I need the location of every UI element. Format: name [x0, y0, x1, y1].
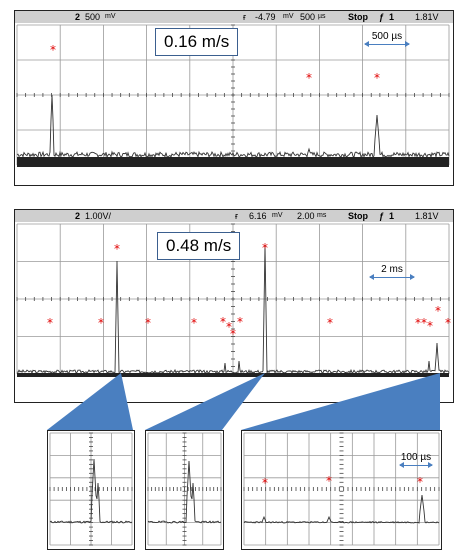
time-per-div: 500: [300, 12, 316, 22]
zoom-waveform-left: [49, 432, 133, 546]
event-marker: *: [427, 319, 433, 333]
event-marker: *: [262, 241, 268, 255]
time-scale-text: 100 µs: [400, 452, 432, 463]
waveform-trace: [147, 460, 222, 524]
time-unit: µs: [318, 13, 326, 20]
trace-baseline: [17, 157, 449, 167]
zoom-waveform-middle: [147, 432, 222, 546]
speed-label: 0.16 m/s: [155, 28, 239, 56]
event-marker: *: [230, 327, 236, 341]
event-marker: *: [145, 316, 151, 330]
event-marker: *: [220, 315, 226, 329]
time-unit: ms: [317, 212, 327, 219]
double-arrow-icon: [369, 274, 415, 280]
speed-label: 0.48 m/s: [157, 232, 241, 260]
zoom-waveform-right: [243, 432, 440, 546]
top-waveform-plot: [16, 24, 450, 167]
trace-baseline: [17, 373, 449, 377]
waveform-trace: [49, 458, 133, 524]
event-marker: *: [191, 316, 197, 330]
event-marker: *: [226, 320, 232, 334]
event-marker: *: [421, 316, 427, 330]
event-marker: *: [435, 304, 441, 318]
zoom-panel-left: [47, 430, 135, 550]
zoom-panel-middle: [145, 430, 224, 550]
waveform-trace: [16, 244, 450, 375]
trigger-unit: mV: [283, 13, 294, 20]
trigger-level: 6.16: [249, 211, 267, 221]
double-arrow-icon: [399, 462, 433, 468]
event-marker: *: [47, 316, 53, 330]
zoom-panel-right: 100 µs * * *: [241, 430, 442, 550]
time-scale-text: 2 ms: [381, 264, 403, 275]
event-marker: *: [262, 476, 268, 490]
time-scale-annotation: 100 µs: [399, 452, 433, 468]
time-scale-annotation: 2 ms: [369, 264, 415, 280]
event-marker: *: [417, 475, 423, 489]
trigger-f-icon: ғ: [235, 211, 239, 221]
trigger-source: 1: [389, 211, 395, 221]
trigger-f-icon: ғ: [243, 12, 247, 22]
event-marker: *: [374, 71, 380, 85]
top-oscilloscope-screen: 2 500 mV ғ -4.79 mV 500 µs Stop ƒ 1 1.81…: [14, 10, 454, 186]
event-marker: *: [415, 316, 421, 330]
event-marker: *: [237, 315, 243, 329]
event-marker: *: [306, 71, 312, 85]
channel-number: 2: [75, 211, 81, 221]
trigger-voltage: 1.81V: [415, 211, 439, 221]
volts-unit: mV: [105, 13, 116, 20]
event-marker: *: [326, 474, 332, 488]
event-marker: *: [50, 43, 56, 57]
bottom-scope-header: 2 1.00V/ ғ 6.16 mV 2.00 ms Stop ƒ 1 1.81…: [15, 210, 453, 222]
trigger-edge-icon: ƒ: [379, 211, 385, 221]
run-status: Stop: [348, 12, 368, 22]
top-scope-header: 2 500 mV ғ -4.79 mV 500 µs Stop ƒ 1 1.81…: [15, 11, 453, 23]
trigger-voltage: 1.81V: [415, 12, 439, 22]
event-marker: *: [445, 316, 451, 330]
time-scale-annotation: 500 µs: [364, 31, 410, 47]
time-per-div: 2.00: [297, 211, 315, 221]
event-marker: *: [114, 242, 120, 256]
trigger-edge-icon: ƒ: [379, 12, 385, 22]
trigger-unit: mV: [272, 212, 283, 219]
trigger-level: -4.79: [255, 12, 276, 22]
waveform-trace: [16, 94, 450, 159]
channel-number: 2: [75, 12, 81, 22]
run-status: Stop: [348, 211, 368, 221]
event-marker: *: [327, 316, 333, 330]
trigger-source: 1: [389, 12, 395, 22]
volts-per-div: 500: [85, 12, 101, 22]
waveform-trace: [243, 494, 440, 524]
bottom-oscilloscope-screen: 2 1.00V/ ғ 6.16 mV 2.00 ms Stop ƒ 1 1.81…: [14, 209, 454, 403]
double-arrow-icon: [364, 41, 410, 47]
event-marker: *: [98, 316, 104, 330]
volts-per-div: 1.00V/: [85, 211, 112, 221]
time-scale-text: 500 µs: [371, 31, 403, 42]
